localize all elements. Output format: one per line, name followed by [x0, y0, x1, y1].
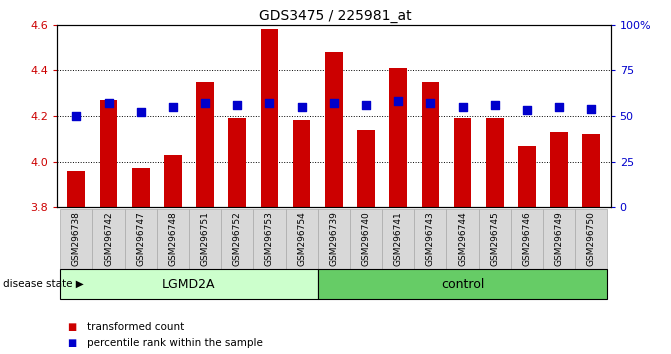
Bar: [318, 269, 607, 299]
Bar: [446, 209, 478, 269]
Point: [71, 113, 82, 119]
Point: [554, 104, 564, 110]
Text: GSM296744: GSM296744: [458, 212, 467, 266]
Text: GSM296751: GSM296751: [201, 211, 209, 267]
Bar: [318, 209, 350, 269]
Text: ■: ■: [67, 338, 76, 348]
Bar: [389, 68, 407, 207]
Text: GSM296742: GSM296742: [104, 212, 113, 266]
Text: percentile rank within the sample: percentile rank within the sample: [87, 338, 263, 348]
Bar: [575, 209, 607, 269]
Text: ■: ■: [67, 322, 76, 332]
Point: [489, 102, 500, 108]
Bar: [414, 209, 446, 269]
Bar: [550, 132, 568, 207]
Bar: [125, 209, 157, 269]
Bar: [582, 134, 600, 207]
Point: [136, 109, 146, 115]
Bar: [60, 269, 318, 299]
Bar: [382, 209, 414, 269]
Text: control: control: [441, 278, 484, 291]
Text: GSM296752: GSM296752: [233, 212, 242, 266]
Bar: [286, 209, 318, 269]
Point: [521, 108, 532, 113]
Bar: [196, 82, 214, 207]
Text: GSM296749: GSM296749: [555, 212, 564, 266]
Point: [329, 100, 339, 106]
Text: GSM296739: GSM296739: [329, 211, 338, 267]
Bar: [357, 130, 375, 207]
Bar: [293, 120, 311, 207]
Bar: [228, 118, 246, 207]
Text: LGMD2A: LGMD2A: [162, 278, 216, 291]
Text: GSM296747: GSM296747: [136, 212, 145, 266]
Point: [103, 100, 114, 106]
Text: GDS3475 / 225981_at: GDS3475 / 225981_at: [259, 9, 412, 23]
Text: transformed count: transformed count: [87, 322, 185, 332]
Point: [393, 98, 403, 104]
Text: GSM296753: GSM296753: [265, 211, 274, 267]
Point: [297, 104, 307, 110]
Text: GSM296738: GSM296738: [72, 211, 81, 267]
Point: [360, 102, 371, 108]
Bar: [132, 169, 150, 207]
Bar: [157, 209, 189, 269]
Bar: [260, 29, 278, 207]
Point: [586, 106, 597, 112]
Bar: [478, 209, 511, 269]
Bar: [543, 209, 575, 269]
Bar: [486, 118, 504, 207]
Bar: [350, 209, 382, 269]
Point: [200, 100, 211, 106]
Text: GSM296754: GSM296754: [297, 212, 306, 266]
Text: disease state ▶: disease state ▶: [3, 279, 84, 289]
Text: GSM296748: GSM296748: [168, 212, 177, 266]
Text: GSM296743: GSM296743: [426, 212, 435, 266]
Point: [457, 104, 468, 110]
Bar: [100, 100, 117, 207]
Point: [232, 102, 243, 108]
Point: [264, 100, 275, 106]
Bar: [164, 155, 182, 207]
Bar: [518, 145, 535, 207]
Text: GSM296746: GSM296746: [523, 212, 531, 266]
Bar: [189, 209, 221, 269]
Point: [425, 100, 435, 106]
Text: GSM296741: GSM296741: [394, 212, 403, 266]
Bar: [325, 52, 343, 207]
Bar: [421, 82, 440, 207]
Point: [168, 104, 178, 110]
Bar: [254, 209, 286, 269]
Bar: [93, 209, 125, 269]
Bar: [60, 209, 93, 269]
Text: GSM296745: GSM296745: [491, 212, 499, 266]
Bar: [511, 209, 543, 269]
Bar: [454, 118, 472, 207]
Bar: [68, 171, 85, 207]
Text: GSM296750: GSM296750: [587, 211, 596, 267]
Text: GSM296740: GSM296740: [362, 212, 370, 266]
Bar: [221, 209, 254, 269]
